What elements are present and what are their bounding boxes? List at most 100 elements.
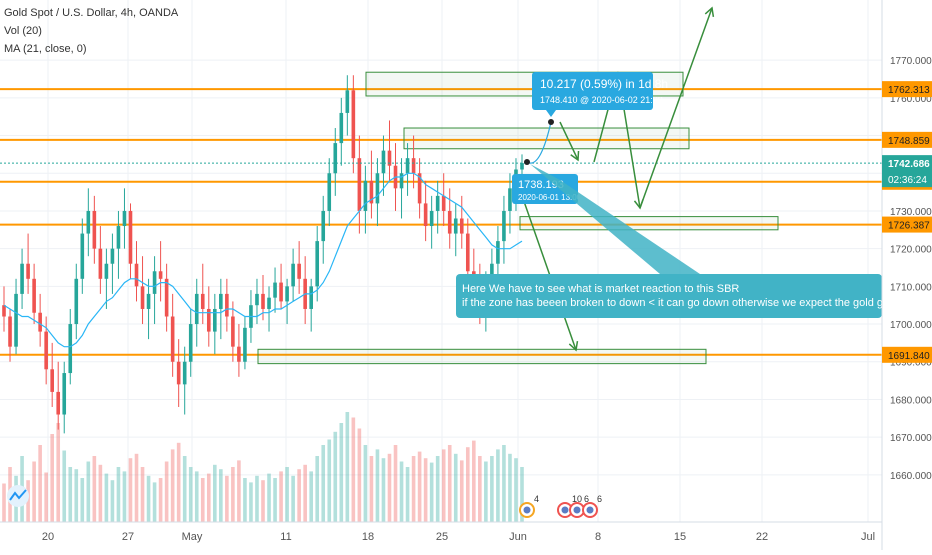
candle-body[interactable]: [405, 158, 410, 174]
candle-body[interactable]: [68, 324, 73, 374]
measure-point-end[interactable]: [548, 119, 554, 125]
candle-body[interactable]: [279, 282, 283, 302]
candle-body[interactable]: [508, 188, 512, 211]
price-level-tag[interactable]: [882, 216, 932, 233]
candle-body[interactable]: [44, 331, 48, 370]
candle-body[interactable]: [309, 286, 313, 309]
projection-arrow[interactable]: [559, 121, 579, 161]
candle-body[interactable]: [146, 293, 151, 309]
candle-body[interactable]: [231, 316, 235, 347]
candle-body[interactable]: [285, 286, 289, 302]
price-level-tag[interactable]: [882, 81, 932, 98]
candle-body[interactable]: [8, 316, 12, 347]
candle-body[interactable]: [200, 293, 205, 309]
candle-body[interactable]: [62, 373, 67, 415]
candle-body[interactable]: [219, 293, 223, 309]
candle-body[interactable]: [357, 158, 362, 211]
candle-body[interactable]: [273, 282, 277, 298]
candle-body[interactable]: [345, 90, 350, 113]
candle-body[interactable]: [297, 263, 301, 279]
candle-body[interactable]: [140, 286, 145, 309]
plot-area[interactable]: [0, 0, 882, 522]
candle-body[interactable]: [152, 271, 157, 294]
candle-body[interactable]: [32, 278, 36, 313]
candle-body[interactable]: [225, 293, 229, 317]
candle-body[interactable]: [447, 210, 452, 234]
candle-body[interactable]: [158, 271, 163, 279]
candle-body[interactable]: [14, 293, 18, 347]
candle-body[interactable]: [92, 210, 97, 249]
candle-body[interactable]: [38, 312, 42, 332]
candle-body[interactable]: [411, 158, 416, 174]
candle-body[interactable]: [80, 233, 85, 279]
candle-body[interactable]: [417, 173, 422, 204]
candle-body[interactable]: [104, 263, 109, 279]
candle-body[interactable]: [369, 180, 374, 204]
candle-body[interactable]: [429, 210, 434, 227]
candle-body[interactable]: [267, 297, 271, 309]
candle-body[interactable]: [520, 163, 524, 170]
candle-body[interactable]: [453, 218, 458, 234]
candle-body[interactable]: [176, 361, 181, 385]
candle-body[interactable]: [26, 263, 30, 279]
candle-body[interactable]: [441, 195, 446, 211]
candle-body[interactable]: [399, 173, 404, 189]
candle-body[interactable]: [116, 226, 121, 249]
projection-arrow[interactable]: [519, 189, 577, 351]
candle-body[interactable]: [387, 150, 392, 166]
candle-body[interactable]: [110, 248, 115, 264]
last-price-tag[interactable]: [882, 155, 932, 188]
candle-body[interactable]: [164, 278, 169, 317]
volume-indicator-label[interactable]: Vol (20): [4, 25, 42, 37]
candle-body[interactable]: [122, 210, 127, 227]
note-box[interactable]: [456, 274, 882, 318]
ma-indicator-label[interactable]: MA (21, close, 0): [4, 43, 87, 55]
candle-body[interactable]: [206, 308, 211, 332]
price-level-tag[interactable]: [882, 131, 932, 148]
candle-body[interactable]: [261, 293, 265, 309]
candle-body[interactable]: [465, 233, 470, 272]
candle-body[interactable]: [291, 263, 295, 287]
candle-body[interactable]: [128, 210, 133, 264]
candle-body[interactable]: [375, 173, 380, 204]
candle-body[interactable]: [423, 203, 428, 227]
candle-body[interactable]: [182, 361, 187, 385]
candle-body[interactable]: [50, 369, 54, 392]
candle-body[interactable]: [86, 210, 91, 234]
candle-body[interactable]: [363, 180, 368, 211]
zone-rectangle[interactable]: [519, 216, 779, 231]
candle-body[interactable]: [243, 327, 247, 362]
candle-body[interactable]: [74, 278, 79, 325]
symbol-title[interactable]: Gold Spot / U.S. Dollar, 4h, OANDA: [4, 7, 179, 19]
candle-body[interactable]: [194, 293, 199, 325]
candle-body[interactable]: [237, 346, 241, 362]
candle-body[interactable]: [435, 195, 440, 211]
measure-point-start[interactable]: [524, 159, 530, 165]
candle-body[interactable]: [56, 391, 61, 415]
price-level-tag[interactable]: [882, 346, 932, 363]
candle-body[interactable]: [213, 308, 217, 332]
candle-body[interactable]: [321, 210, 326, 242]
candle-body[interactable]: [2, 305, 6, 317]
candle-body[interactable]: [255, 293, 259, 306]
candle-body[interactable]: [20, 263, 24, 294]
candle-body[interactable]: [188, 324, 193, 362]
candle-body[interactable]: [502, 210, 506, 242]
projection-arrow[interactable]: [639, 7, 713, 209]
candle-body[interactable]: [170, 316, 175, 362]
candle-body[interactable]: [381, 150, 386, 174]
moving-average-line[interactable]: [3, 172, 523, 348]
zone-rectangle[interactable]: [257, 348, 707, 365]
candle-body[interactable]: [351, 90, 356, 159]
measure-callout[interactable]: [532, 72, 653, 110]
candle-body[interactable]: [496, 241, 500, 264]
candle-body[interactable]: [98, 248, 103, 279]
candle-body[interactable]: [339, 112, 344, 144]
candle-body[interactable]: [459, 218, 464, 234]
candle-body[interactable]: [134, 263, 139, 287]
candle-body[interactable]: [333, 143, 338, 174]
candle-body[interactable]: [315, 241, 320, 287]
candle-body[interactable]: [327, 173, 332, 211]
